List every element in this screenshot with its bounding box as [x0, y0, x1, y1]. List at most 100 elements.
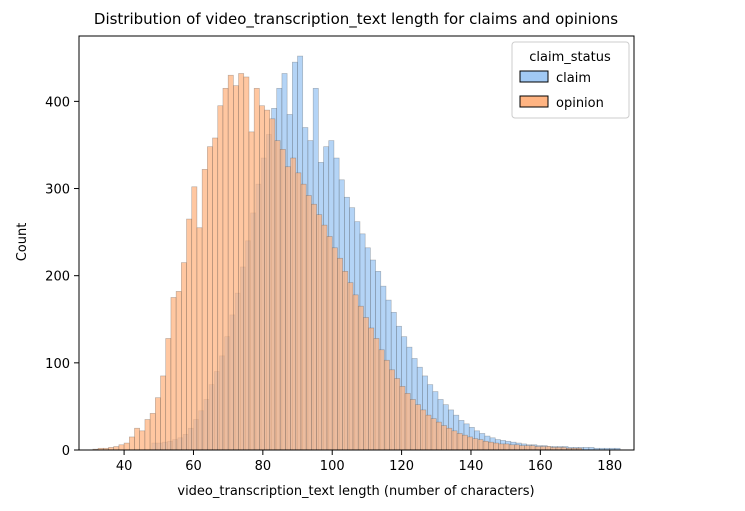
bar-opinion: [404, 393, 411, 451]
bar-opinion: [238, 73, 245, 451]
bar-opinion: [545, 446, 552, 451]
bar-opinion: [155, 397, 161, 451]
x-tick-label: 160: [528, 459, 553, 474]
bar-opinion: [524, 445, 531, 451]
bar-opinion: [461, 434, 468, 451]
bar-opinion: [331, 247, 338, 451]
bar-opinion: [134, 427, 140, 451]
bar-opinion: [373, 338, 380, 451]
bar-opinion: [326, 236, 333, 451]
bar-opinion: [534, 446, 541, 451]
bar-opinion: [425, 414, 432, 451]
bar-opinion: [441, 425, 447, 451]
bar-opinion: [222, 87, 229, 451]
x-tick-label: 40: [116, 459, 133, 474]
y-tick-label: 200: [45, 270, 70, 285]
bar-opinion: [118, 444, 125, 451]
bar-opinion: [175, 291, 182, 451]
bar-opinion: [217, 105, 224, 451]
bar-opinion: [269, 118, 276, 451]
bar-opinion: [477, 439, 484, 451]
bar-opinion: [498, 443, 505, 451]
x-tick-label: 180: [597, 459, 622, 474]
bar-opinion: [435, 421, 442, 451]
bar-opinion: [285, 166, 291, 451]
bar-opinion: [201, 169, 208, 451]
x-tick-label: 140: [459, 459, 484, 474]
bar-opinion: [493, 442, 500, 451]
chart-title: Distribution of video_transcription_text…: [94, 10, 618, 29]
series-opinion: [92, 73, 583, 451]
bar-opinion: [321, 224, 328, 451]
bar-opinion: [368, 327, 375, 451]
bar-opinion: [394, 378, 401, 451]
legend-label-opinion: opinion: [556, 96, 604, 111]
bar-opinion: [503, 443, 510, 451]
legend-label-claim: claim: [556, 71, 591, 86]
bar-opinion: [399, 386, 406, 451]
bar-opinion: [347, 282, 354, 451]
axes-frame: [78, 35, 635, 451]
bar-opinion: [467, 436, 473, 451]
bar-opinion: [233, 85, 239, 451]
bar-opinion: [305, 195, 312, 451]
bar-opinion: [529, 445, 536, 451]
bar-opinion: [451, 430, 458, 451]
bar-opinion: [212, 137, 219, 451]
bar-opinion: [446, 427, 453, 451]
bar-opinion: [508, 444, 515, 451]
bar-opinion: [430, 418, 437, 451]
legend: claim_status claim opinion: [511, 41, 630, 119]
x-tick-label: 60: [185, 459, 202, 474]
x-tick-label: 120: [389, 459, 414, 474]
bar-opinion: [363, 317, 369, 451]
x-axis-label: video_transcription_text length (number …: [177, 484, 534, 499]
bar-opinion: [295, 172, 302, 451]
bar-opinion: [337, 257, 343, 451]
axes: 40 60 80 100 120 140 160 180 0 100 200 300 400: [45, 35, 635, 474]
bar-opinion: [191, 186, 198, 451]
bar-opinion: [264, 109, 271, 451]
bar-opinion: [248, 131, 255, 451]
bar-opinion: [274, 140, 281, 451]
bar-opinion: [342, 271, 349, 451]
bar-opinion: [389, 369, 395, 451]
legend-swatch-claim: [519, 70, 549, 83]
y-tick-label: 400: [45, 95, 70, 110]
bar-opinion: [420, 409, 427, 451]
bar-opinion: [300, 183, 307, 451]
bar-opinion: [207, 146, 213, 451]
y-tick-label: 100: [45, 357, 70, 372]
legend-swatch-opinion: [519, 95, 549, 108]
y-axis-label: Count: [15, 223, 30, 262]
bar-opinion: [357, 305, 364, 451]
bar-opinion: [165, 338, 172, 451]
bar-opinion: [383, 359, 390, 451]
bar-opinion: [253, 87, 260, 451]
bar-opinion: [456, 433, 463, 451]
bar-opinion: [540, 446, 546, 451]
bar-opinion: [181, 262, 187, 451]
bar-opinion: [139, 430, 146, 451]
x-tick-label: 80: [255, 459, 272, 474]
bar-opinion: [144, 419, 151, 451]
bar-opinion: [227, 74, 234, 451]
bar-opinion: [311, 203, 317, 451]
bar-opinion: [378, 349, 385, 451]
bar-opinion: [488, 441, 494, 451]
bar-opinion: [196, 227, 203, 451]
bar-opinion: [482, 440, 489, 451]
x-tick-label: 100: [320, 459, 345, 474]
bar-opinion: [123, 442, 130, 451]
y-tick-label: 0: [62, 444, 70, 459]
bar-opinion: [170, 297, 177, 451]
bar-opinion: [472, 438, 479, 451]
bar-opinion: [316, 214, 323, 451]
legend-title: claim_status: [529, 50, 611, 65]
bar-opinion: [352, 294, 359, 451]
bar-opinion: [243, 76, 250, 451]
y-tick-label: 300: [45, 183, 70, 198]
bar-opinion: [149, 413, 156, 451]
